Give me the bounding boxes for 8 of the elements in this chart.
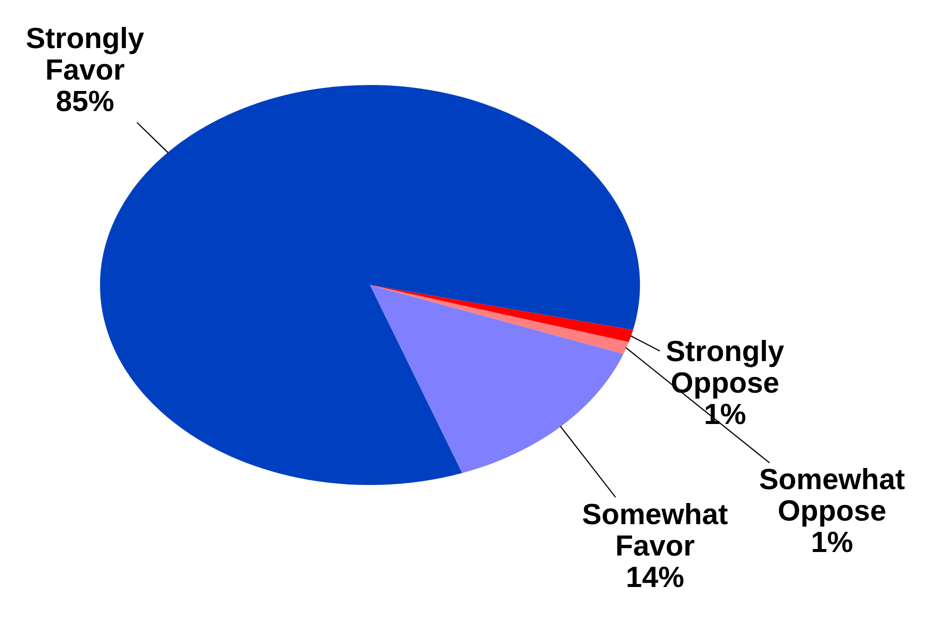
slice-label: Somewhat Favor	[582, 502, 728, 556]
data-label: 14%	[628, 566, 684, 588]
slice-label: Somewhat Oppose	[760, 468, 905, 527]
data-label: 85%	[56, 90, 114, 112]
data-label: 1%	[812, 532, 852, 552]
data-label: 1%	[706, 404, 746, 424]
slice-label: Strongly Oppose	[666, 340, 784, 399]
slice-label: Strongly Favor	[26, 26, 144, 80]
